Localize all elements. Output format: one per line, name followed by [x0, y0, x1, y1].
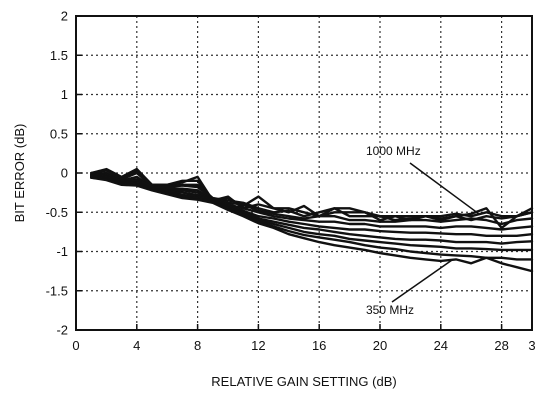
x-tick-label: 3 — [528, 338, 535, 353]
series-line-4 — [89, 173, 534, 226]
x-tick-label: 20 — [373, 338, 387, 353]
annotation-1000mhz-label: 1000 MHz — [366, 144, 421, 158]
x-tick-label: 8 — [194, 338, 201, 353]
x-tick-label: 4 — [133, 338, 140, 353]
series-line-5 — [89, 174, 534, 231]
y-tick-label: 2 — [61, 9, 68, 24]
x-tick-label: 16 — [312, 338, 326, 353]
y-tick-label: -2 — [56, 323, 68, 338]
annotation-350mhz-leader — [391, 258, 454, 303]
y-tick-label: 0.5 — [50, 126, 68, 141]
y-tick-label: -1.5 — [46, 283, 68, 298]
series-line-3 — [89, 171, 534, 222]
x-tick-label: 0 — [72, 338, 79, 353]
series-line-6 — [89, 174, 534, 238]
axis-ticks: 0 4 8 12 16 20 24 28 321.510.50-0.5-1-1.5-2 — [46, 9, 536, 354]
y-tick-label: 0 — [61, 166, 68, 181]
x-tick-label: 12 — [251, 338, 265, 353]
y-tick-label: -0.5 — [46, 205, 68, 220]
annotations: 1000 MHz 350 MHz — [366, 144, 480, 317]
y-tick-label: 1 — [61, 87, 68, 102]
y-tick-label: -1 — [56, 244, 68, 259]
plot-frame — [75, 15, 533, 331]
grid-lines — [76, 16, 532, 330]
y-axis-title: BIT ERROR (dB) — [12, 124, 27, 223]
y-tick-label: 1.5 — [50, 48, 68, 63]
annotation-1000mhz-leader — [409, 162, 480, 215]
data-series-group — [89, 167, 534, 273]
x-axis-title: RELATIVE GAIN SETTING (dB) — [211, 374, 396, 389]
x-tick-label: 28 — [494, 338, 508, 353]
series-line-10 — [89, 176, 534, 273]
x-tick-label: 24 — [434, 338, 448, 353]
annotation-350mhz-label: 350 MHz — [366, 303, 414, 317]
